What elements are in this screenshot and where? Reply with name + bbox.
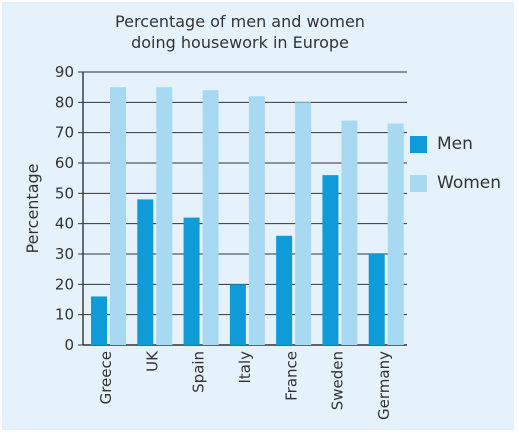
legend-swatch-women — [410, 174, 427, 192]
y-tick-label-40: 40 — [55, 215, 74, 233]
chart-title-line-2: doing housework in Europe — [131, 33, 349, 52]
bar-women-italy — [248, 96, 265, 346]
legend-item-men: Men — [410, 130, 518, 158]
bar-women-greece — [110, 87, 126, 346]
x-tick-label-germany: Germany — [375, 351, 393, 420]
bar-men-greece — [91, 296, 107, 345]
x-tick-label-france: France — [282, 351, 300, 401]
legend-label-women: Women — [437, 173, 502, 193]
legend: Men Women — [410, 130, 518, 208]
y-axis-label: Percentage — [23, 163, 42, 253]
bar-women-germany — [387, 123, 404, 345]
bar-men-uk — [137, 199, 154, 345]
x-tick-label-greece: Greece — [97, 351, 115, 404]
bar-men-italy — [229, 284, 246, 345]
legend-swatch-men — [410, 135, 427, 153]
y-tick-label-10: 10 — [55, 306, 74, 324]
bar-men-spain — [183, 217, 200, 345]
y-tick-label-70: 70 — [55, 124, 74, 142]
x-tick-label-spain: Spain — [190, 351, 208, 393]
y-tick-label-50: 50 — [55, 184, 74, 202]
y-tick-label-0: 0 — [64, 336, 74, 354]
bar-women-france — [295, 102, 312, 345]
legend-item-women: Women — [410, 169, 518, 197]
legend-label-men: Men — [437, 134, 473, 154]
x-tick-label-sweden: Sweden — [329, 351, 347, 410]
bar-women-sweden — [341, 120, 358, 346]
bar-women-spain — [202, 90, 219, 345]
y-tick-label-60: 60 — [55, 154, 74, 172]
y-tick-label-20: 20 — [55, 275, 74, 293]
bar-men-france — [276, 235, 293, 345]
bar-men-germany — [368, 254, 385, 345]
chart-title-line-1: Percentage of men and women — [115, 12, 365, 31]
x-tick-label-italy: Italy — [236, 351, 254, 384]
y-tick-label-80: 80 — [55, 93, 74, 111]
bar-men-sweden — [322, 175, 339, 345]
y-tick-label-90: 90 — [55, 63, 74, 81]
x-tick-label-uk: UK — [143, 350, 161, 372]
y-tick-label-30: 30 — [55, 245, 74, 263]
bar-women-uk — [156, 87, 173, 346]
